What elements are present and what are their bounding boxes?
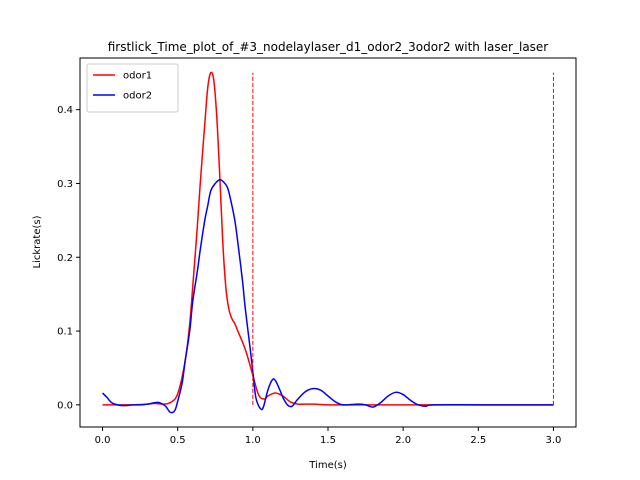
y-axis: 0.0 0.1 0.2 0.3 0.4 <box>57 105 80 411</box>
y-tick-label: 0.1 <box>57 327 73 338</box>
y-tick-label: 0.3 <box>57 179 73 190</box>
series-line-odor2 <box>102 178 554 414</box>
x-axis-label: Time(s) <box>308 460 347 471</box>
legend: odor1 odor2 <box>86 63 179 113</box>
chart-title: firstlick_Time_plot_of_#3_nodelaylaser_d… <box>108 40 549 54</box>
x-tick-label: 2.0 <box>395 435 411 446</box>
vline-layer <box>252 72 554 405</box>
x-tick-label: 3.0 <box>546 435 562 446</box>
series-layer <box>102 71 554 414</box>
x-tick-label: 1.5 <box>320 435 336 446</box>
legend-label-odor1: odor1 <box>123 71 152 82</box>
x-axis: 0.0 0.5 1.0 1.5 2.0 2.5 3.0 <box>95 427 562 446</box>
plot-area <box>79 57 577 428</box>
legend-label-odor2: odor2 <box>123 91 152 102</box>
y-tick-label: 0.4 <box>57 105 73 116</box>
x-tick-label: 0.0 <box>95 435 111 446</box>
y-tick-label: 0.2 <box>57 253 73 264</box>
y-tick-label: 0.0 <box>57 400 73 411</box>
x-tick-label: 1.0 <box>245 435 261 446</box>
y-axis-label: Lickrate(s) <box>32 215 43 268</box>
x-tick-label: 2.5 <box>470 435 486 446</box>
legend-box <box>86 63 179 113</box>
x-tick-label: 0.5 <box>170 435 186 446</box>
